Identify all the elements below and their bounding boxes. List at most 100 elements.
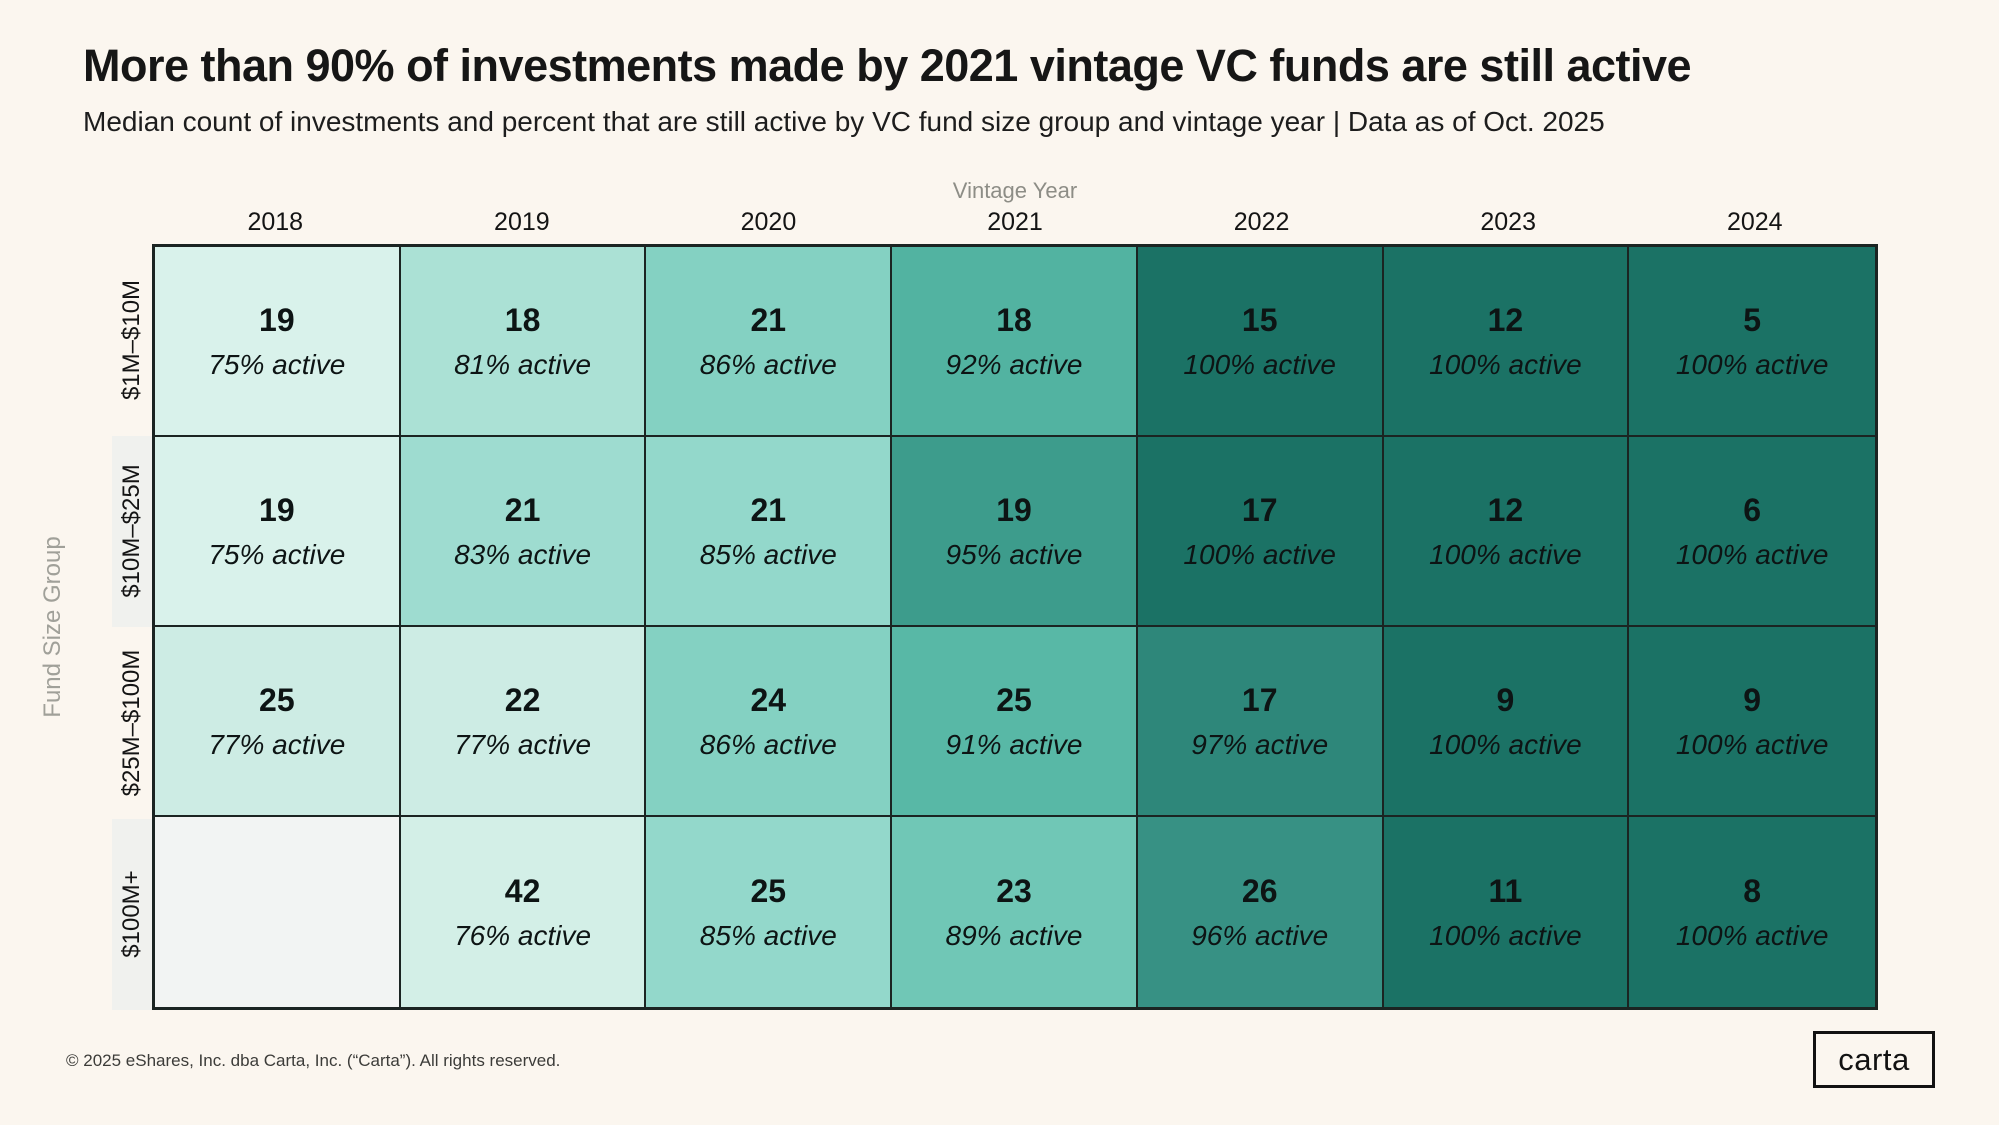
cell-count: 12 bbox=[1487, 301, 1524, 338]
row-label-column: $1M–$10M $10M–$25M $25M–$100M $100M+ bbox=[112, 244, 152, 1010]
year-label: 2023 bbox=[1480, 208, 1536, 236]
cell-percent-active: 100% active bbox=[1429, 538, 1582, 570]
cell-percent-active: 100% active bbox=[1675, 348, 1829, 380]
cell-count: 15 bbox=[1241, 301, 1278, 338]
row-label: $100M+ bbox=[112, 818, 152, 1010]
year-label: 2022 bbox=[1233, 208, 1290, 236]
cell-percent-active: 100% active bbox=[1675, 919, 1829, 951]
heatmap-cell: 21 85% active bbox=[646, 437, 893, 627]
page-title: More than 90% of investments made by 202… bbox=[83, 40, 1692, 91]
heatmap-cell: 24 86% active bbox=[646, 627, 893, 817]
cell-percent-active: 100% active bbox=[1183, 348, 1336, 380]
cell-count: 9 bbox=[1496, 681, 1515, 718]
cell-percent-active: 75% active bbox=[208, 348, 346, 380]
row-label-text: $10M–$25M bbox=[118, 464, 145, 598]
cell-count: 5 bbox=[1743, 301, 1762, 338]
heatmap-cell: 26 96% active bbox=[1137, 817, 1384, 1007]
cell-count: 19 bbox=[259, 491, 295, 528]
cell-count: 25 bbox=[259, 681, 295, 718]
year-header-row: 2018 2019 2020 2021 2022 2023 2024 bbox=[152, 208, 1878, 242]
cell-percent-active: 77% active bbox=[454, 728, 592, 760]
heatmap-cell: 17 97% active bbox=[1137, 627, 1384, 817]
row-label: $25M–$100M bbox=[112, 627, 152, 819]
heatmap-cell: 21 83% active bbox=[400, 437, 647, 627]
cell-count: 9 bbox=[1743, 681, 1762, 718]
cell-percent-active: 91% active bbox=[945, 728, 1083, 760]
cell-count: 17 bbox=[1241, 681, 1278, 718]
cell-count: 19 bbox=[259, 301, 295, 338]
heatmap-cell: 42 76% active bbox=[400, 817, 647, 1007]
cell-count: 25 bbox=[996, 681, 1032, 718]
cell-percent-active: 86% active bbox=[699, 728, 837, 760]
heatmap-cell: 12 100% active bbox=[1383, 437, 1630, 627]
cell-count: 42 bbox=[504, 872, 541, 909]
heatmap-cell: 9 100% active bbox=[1383, 627, 1630, 817]
row-label: $1M–$10M bbox=[112, 244, 152, 436]
y-axis-title: Fund Size Group bbox=[30, 244, 76, 1010]
heatmap-cell: 9 100% active bbox=[1629, 627, 1875, 817]
cell-count: 19 bbox=[996, 491, 1032, 528]
heatmap-cell: 11 100% active bbox=[1383, 817, 1630, 1007]
row-label-text: $25M–$100M bbox=[118, 649, 145, 797]
cell-percent-active: 100% active bbox=[1675, 728, 1829, 760]
cell-count: 26 bbox=[1241, 872, 1278, 909]
heatmap-cell: 8 100% active bbox=[1629, 817, 1875, 1007]
row-label-text: $100M+ bbox=[118, 870, 145, 958]
heatmap-cell: 18 81% active bbox=[400, 247, 647, 437]
cell-percent-active: 95% active bbox=[945, 538, 1083, 570]
cell-percent-active: 92% active bbox=[945, 348, 1083, 380]
cell-count: 24 bbox=[750, 681, 787, 718]
y-axis-title-label: Fund Size Group bbox=[39, 536, 66, 718]
cell-count: 6 bbox=[1743, 491, 1762, 528]
year-label: 2020 bbox=[740, 208, 797, 236]
heatmap-cell: 12 100% active bbox=[1383, 247, 1630, 437]
cell-count: 18 bbox=[504, 301, 541, 338]
heatmap-cell: 23 89% active bbox=[892, 817, 1138, 1007]
heatmap-cell: 19 95% active bbox=[892, 437, 1138, 627]
heatmap-grid: 19 75% active 18 81% active 21 86% active 18 92… bbox=[152, 244, 1878, 1010]
cell-percent-active: 100% active bbox=[1429, 919, 1582, 951]
x-axis-title: Vintage Year bbox=[952, 178, 1078, 203]
cell-percent-active: 85% active bbox=[699, 919, 837, 951]
cell-percent-active: 100% active bbox=[1675, 538, 1829, 570]
cell-percent-active: 85% active bbox=[699, 538, 837, 570]
heatmap-cell: 19 75% active bbox=[155, 247, 401, 437]
heatmap-cell: 18 92% active bbox=[892, 247, 1138, 437]
carta-logo-text: carta bbox=[1838, 1041, 1910, 1077]
carta-logo: carta bbox=[1813, 1031, 1935, 1088]
cell-percent-active: 76% active bbox=[454, 919, 592, 951]
cell-count: 12 bbox=[1487, 491, 1524, 528]
cell-percent-active: 86% active bbox=[699, 348, 837, 380]
heatmap-cell: 25 85% active bbox=[646, 817, 893, 1007]
cell-count: 21 bbox=[750, 301, 787, 338]
cell-percent-active: 97% active bbox=[1191, 728, 1329, 760]
cell-percent-active: 89% active bbox=[945, 919, 1083, 951]
cell-percent-active: 75% active bbox=[208, 538, 346, 570]
copyright-text: © 2025 eShares, Inc. dba Carta, Inc. (“C… bbox=[66, 1051, 561, 1070]
page-subtitle: Median count of investments and percent … bbox=[83, 106, 1605, 137]
year-label: 2018 bbox=[247, 208, 304, 236]
cell-percent-active: 83% active bbox=[454, 538, 592, 570]
heatmap-cell bbox=[155, 817, 401, 1007]
heatmap-cell: 21 86% active bbox=[646, 247, 893, 437]
cell-count: 23 bbox=[996, 872, 1032, 909]
cell-count: 25 bbox=[750, 872, 787, 909]
cell-percent-active: 96% active bbox=[1191, 919, 1329, 951]
cell-percent-active: 77% active bbox=[208, 728, 346, 760]
cell-count: 11 bbox=[1488, 872, 1523, 909]
cell-percent-active: 81% active bbox=[454, 348, 592, 380]
row-label: $10M–$25M bbox=[112, 435, 152, 627]
heatmap-cell: 22 77% active bbox=[400, 627, 647, 817]
year-label: 2024 bbox=[1726, 208, 1783, 236]
heatmap-cell: 25 77% active bbox=[155, 627, 401, 817]
cell-count: 21 bbox=[504, 491, 541, 528]
cell-percent-active: 100% active bbox=[1183, 538, 1336, 570]
cell-count: 18 bbox=[996, 301, 1032, 338]
heatmap-cell: 17 100% active bbox=[1137, 437, 1384, 627]
heatmap-cell: 15 100% active bbox=[1137, 247, 1384, 437]
heatmap-cell: 19 75% active bbox=[155, 437, 401, 627]
cell-percent-active: 100% active bbox=[1429, 348, 1582, 380]
heatmap-cell: 5 100% active bbox=[1629, 247, 1875, 437]
year-label: 2019 bbox=[494, 208, 550, 236]
cell-percent-active: 100% active bbox=[1429, 728, 1582, 760]
